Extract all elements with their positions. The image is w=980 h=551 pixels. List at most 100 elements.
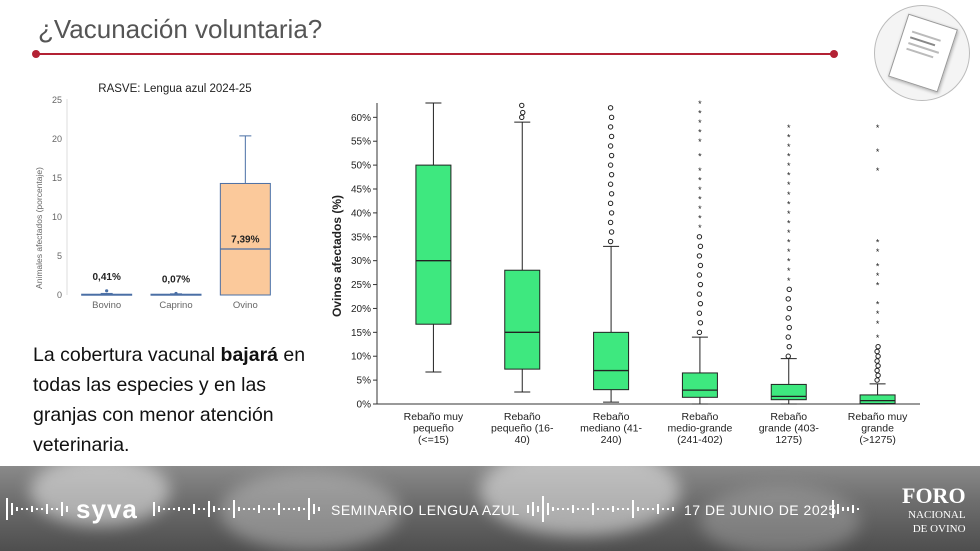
chart1-xtick-label: Ovino: [233, 300, 258, 311]
chart2-extreme: *: [698, 152, 702, 162]
waveform-middle-icon: [153, 498, 320, 520]
foro-logo-line2: NACIONAL: [908, 509, 966, 521]
chart2-outlier: [696, 310, 703, 316]
chart2-xtick-label: 1275): [775, 434, 802, 446]
chart2-ytick-label: 5%: [357, 376, 372, 387]
chart2-xtick-label: mediano (41-: [580, 423, 642, 435]
chart2-xtick-label: 40): [515, 434, 530, 446]
chart2-extreme: *: [876, 300, 880, 310]
chart2-outlier: [697, 281, 704, 288]
chart2-extreme: *: [876, 147, 880, 157]
chart1-ytick-label: 0: [57, 290, 62, 300]
chart2-extreme: *: [698, 214, 702, 224]
chart2-outlier: [875, 372, 881, 379]
chart2-extreme: *: [876, 261, 880, 271]
chart2-outlier: [608, 229, 615, 235]
chart2-xtick-label: pequeño: [413, 423, 454, 435]
chart2-xtick-label: grande (403-: [759, 423, 820, 435]
event-name: SEMINARIO LENGUA AZUL: [331, 502, 520, 518]
chart2-outlier: [608, 152, 615, 159]
chart2-extreme: *: [787, 199, 791, 209]
chart2-extreme: *: [787, 218, 791, 228]
chart1-mean-dot: [174, 291, 178, 296]
chart2-outlier: [785, 334, 791, 340]
chart2-outlier: [697, 262, 704, 269]
chart2-extreme: *: [698, 109, 702, 119]
syva-logo: syva: [76, 494, 138, 524]
chart2-box: [415, 164, 452, 325]
chart2-xtick-label: Rebaño muy: [404, 411, 464, 423]
chart1-ytick-label: 25: [52, 95, 62, 105]
chart2-extreme: *: [698, 185, 702, 195]
chart2-outlier: [607, 200, 614, 207]
chart2-extreme: *: [698, 195, 702, 205]
chart2-outlier: [875, 353, 881, 359]
chart2-ytick-label: 45%: [351, 185, 371, 196]
chart2-extreme: *: [876, 271, 880, 281]
chart2-outlier: [696, 291, 703, 297]
chart1-xtick-label: Caprino: [159, 300, 192, 311]
chart2-ytick-label: 50%: [351, 161, 371, 172]
chart2-extreme: *: [876, 247, 880, 257]
chart2-outlier: [696, 234, 703, 240]
footer-banner: syva SEMINARIO LENGUA AZUL 17 DE JUNIO D…: [0, 466, 980, 551]
chart2-xtick-label: (241-402): [677, 434, 723, 446]
chart1-xtick-label: Bovino: [92, 300, 121, 311]
chart1-box: [219, 182, 271, 296]
chart2-ytick-label: 35%: [351, 232, 371, 243]
chart2-box: [593, 331, 630, 391]
chart2-outlier: [608, 114, 615, 121]
body-text-end: en todas las especies y en las granjas c…: [33, 344, 306, 456]
chart2-extreme: *: [787, 152, 791, 162]
chart2-extreme: *: [787, 161, 791, 171]
chart-herd-size: Ovinos afectados (%) 0% 5% 10% 15% 20% 25% 30%…: [330, 99, 920, 446]
chart2-extreme: *: [698, 175, 702, 185]
chart2-extreme: *: [698, 204, 702, 214]
foro-logo-line3: DE OVINO: [912, 523, 966, 535]
chart2-outlier: [519, 102, 525, 109]
foro-nacional-ovino-logo: FORO NACIONAL DE OVINO: [902, 484, 966, 536]
chart2-extreme: *: [698, 118, 702, 128]
chart2-xtick-label: 240): [601, 434, 622, 446]
waveform-center-icon: [527, 496, 674, 522]
chart2-ytick-label: 25%: [351, 280, 371, 291]
chart2-outlier: [608, 171, 615, 178]
chart2-extreme: *: [787, 132, 791, 142]
chart2-box: [859, 394, 896, 405]
chart2-outlier: [697, 243, 704, 250]
chart2-extreme: *: [787, 142, 791, 152]
chart2-ytick-label: 30%: [351, 256, 371, 267]
chart2-extreme: *: [698, 223, 702, 233]
chart2-outlier: [607, 124, 614, 130]
chart2-ytick-label: 20%: [351, 304, 371, 315]
chart2-extreme: *: [787, 257, 791, 267]
chart2-outlier: [875, 343, 881, 350]
chart2-extreme: *: [787, 276, 791, 286]
waveform-left-icon: [6, 498, 68, 520]
chart2-outlier: [875, 363, 881, 369]
chart2-outlier: [607, 181, 614, 187]
chart2-extreme: *: [876, 238, 880, 248]
document-page-icon: [888, 13, 958, 93]
chart2-outlier: [607, 219, 614, 226]
slide-title: ¿Vacunación voluntaria?: [38, 14, 323, 44]
chart2-xtick-label: grande: [861, 423, 894, 435]
chart2-extreme: *: [787, 180, 791, 190]
chart2-extreme: *: [787, 247, 791, 257]
chart2-outlier: [786, 343, 792, 350]
chart2-xtick-label: Rebaño: [593, 411, 630, 423]
chart2-outlier: [608, 133, 615, 140]
chart2-extreme: *: [787, 238, 791, 248]
chart2-outlier: [874, 377, 880, 383]
body-paragraph: La cobertura vacunal bajará en todas las…: [33, 340, 333, 460]
chart1-ylabel: Animales afectados (porcentaje): [34, 167, 44, 289]
chart2-extreme: *: [698, 137, 702, 147]
chart2-outlier: [696, 329, 703, 336]
chart2-ytick-label: 55%: [351, 137, 371, 148]
chart2-outlier: [786, 324, 792, 331]
chart2-xtick-label: (<=15): [418, 434, 449, 446]
chart2-outlier: [696, 272, 703, 278]
chart1-mean-dot: [105, 289, 109, 293]
chart1-ytick-label: 15: [52, 173, 62, 183]
chart2-outlier: [520, 109, 526, 116]
